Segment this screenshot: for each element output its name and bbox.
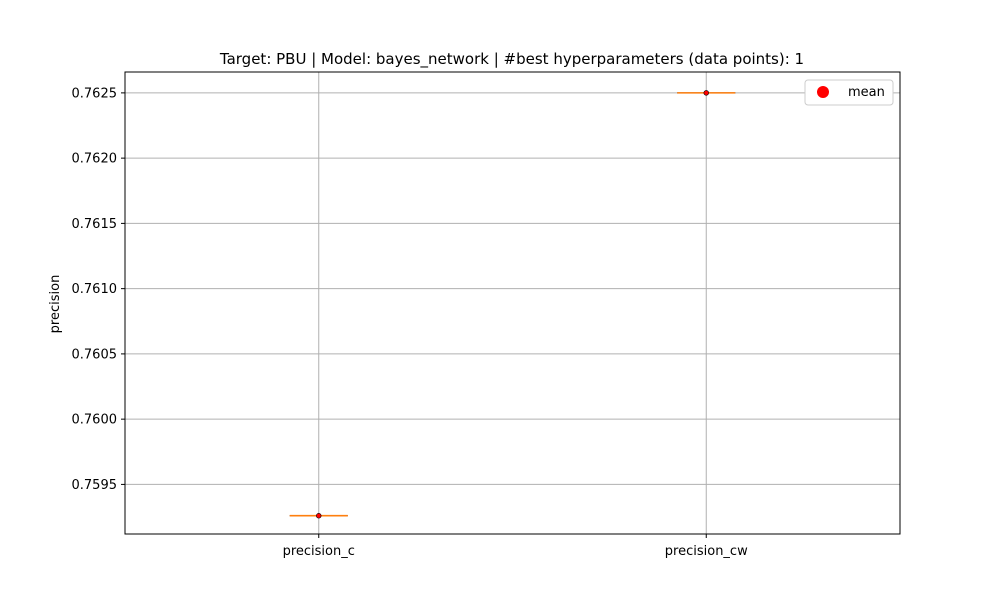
x-tick-label: precision_cw bbox=[665, 544, 748, 559]
y-axis-ticks: 0.7595 0.7600 0.7605 0.7610 0.7615 0.7620 0.76… bbox=[72, 86, 125, 493]
legend-mean-label: mean bbox=[848, 85, 885, 100]
y-tick-label: 0.7610 bbox=[72, 282, 118, 297]
x-axis-ticks: precision_c precision_cw bbox=[283, 534, 748, 559]
y-tick-label: 0.7620 bbox=[72, 152, 118, 167]
grid-lines bbox=[125, 72, 900, 534]
y-tick-label: 0.7595 bbox=[72, 478, 118, 493]
legend: mean bbox=[804, 79, 894, 106]
y-tick-label: 0.7600 bbox=[72, 413, 118, 428]
y-tick-label: 0.7625 bbox=[72, 86, 118, 101]
y-axis-label: precision bbox=[48, 275, 63, 334]
legend-mean-marker bbox=[817, 86, 829, 98]
plot-frame bbox=[124, 71, 901, 535]
y-tick-label: 0.7605 bbox=[72, 347, 118, 362]
chart-title: Target: PBU | Model: bayes_network | #be… bbox=[219, 50, 804, 69]
mean-marker bbox=[316, 513, 322, 519]
x-tick-label: precision_c bbox=[283, 544, 355, 559]
mean-marker bbox=[703, 90, 709, 96]
box-series bbox=[289, 90, 736, 519]
y-tick-label: 0.7615 bbox=[72, 217, 118, 232]
legend-box bbox=[804, 79, 894, 106]
